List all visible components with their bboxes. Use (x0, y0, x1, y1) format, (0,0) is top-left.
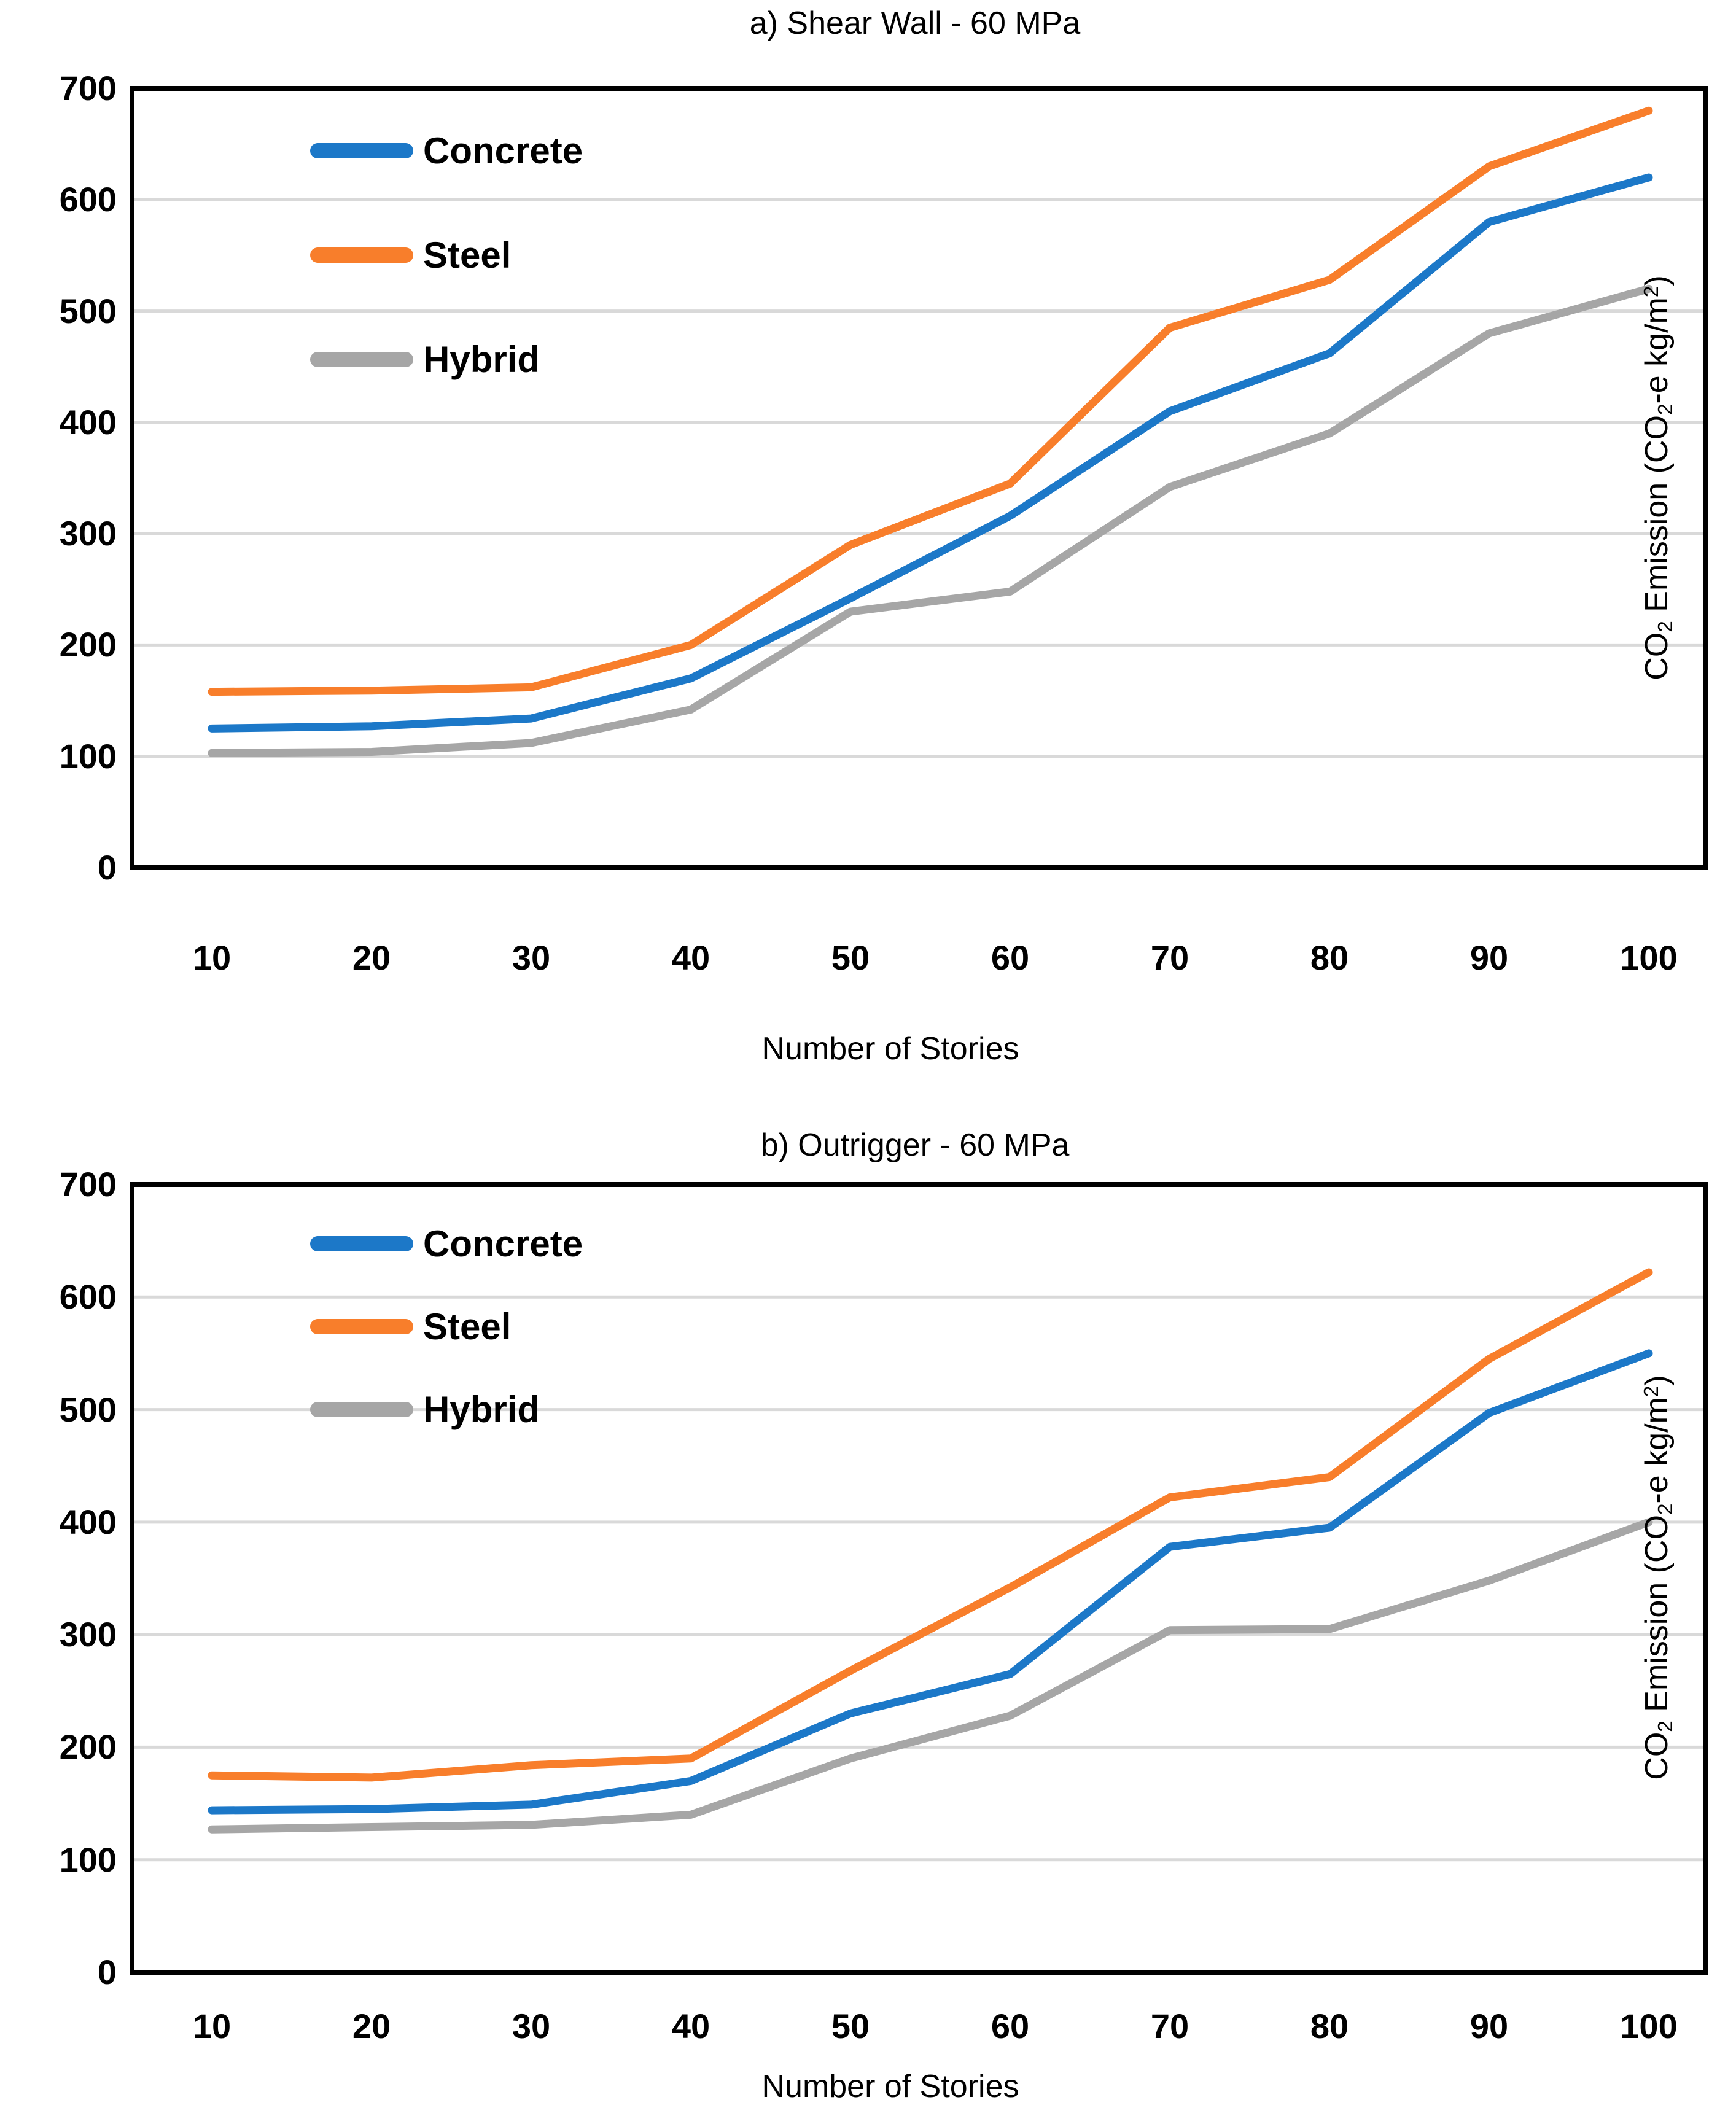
y-tick-label: 400 (59, 1502, 117, 1541)
chart-a-shear-wall: a) Shear Wall - 60 MPa 0 100 200 300 400 500 6… (59, 6, 1708, 1067)
legend-label: Steel (423, 234, 512, 276)
y-axis-title: CO2 Emission (CO2-e kg/m2) (1638, 275, 1678, 680)
x-axis-title: Number of Stories (761, 2069, 1019, 2104)
x-tick-label: 20 (352, 2007, 391, 2045)
x-tick-label: 30 (512, 938, 551, 977)
y-tick-label: 700 (59, 1165, 117, 1204)
y-tick-label: 700 (59, 69, 117, 107)
series-line-hybrid (208, 1518, 1653, 1834)
x-tick-label: 10 (192, 938, 232, 977)
x-tick-label: 90 (1469, 938, 1509, 977)
y-tick-label: 0 (97, 1953, 117, 1991)
y-tick-label: 300 (59, 514, 117, 553)
legend-label: Concrete (423, 130, 583, 171)
x-tick-label: 70 (1150, 2007, 1189, 2045)
plot-border (130, 86, 1708, 870)
legend-item-hybrid: Hybrid (310, 1388, 540, 1430)
chart-title: b) Outrigger - 60 MPa (760, 1127, 1070, 1163)
x-tick-label: 80 (1310, 2007, 1349, 2045)
x-tick-label: 90 (1469, 2007, 1509, 2045)
y-tick-label: 100 (59, 1840, 117, 1879)
legend-swatch-concrete (310, 1235, 413, 1251)
legend-swatch-concrete (310, 142, 413, 158)
plot-area (130, 1182, 1708, 1975)
y-tick-label: 500 (59, 291, 117, 330)
legend-label: Hybrid (423, 338, 540, 380)
series-line-steel (208, 106, 1653, 696)
legend-label: Concrete (423, 1223, 583, 1264)
series-line-concrete (208, 173, 1653, 733)
x-tick-label: 100 (1620, 938, 1678, 977)
y-tick-label: 600 (59, 180, 117, 219)
legend-swatch-hybrid (310, 1401, 413, 1417)
plot-border (130, 1182, 1708, 1975)
legend-item-steel: Steel (310, 1305, 512, 1347)
y-axis-title: CO2 Emission (CO2-e kg/m2) (1638, 1375, 1678, 1780)
legend-swatch-steel (310, 247, 413, 263)
x-tick-label: 70 (1150, 938, 1189, 977)
x-tick-label: 50 (831, 938, 870, 977)
y-tick-label: 600 (59, 1277, 117, 1317)
legend-swatch-steel (310, 1318, 413, 1334)
legend-swatch-hybrid (310, 351, 413, 367)
plot-area (130, 86, 1708, 870)
y-tick-label: 100 (59, 736, 117, 776)
x-tick-label: 80 (1310, 938, 1349, 977)
chart-b-outrigger: b) Outrigger - 60 MPa 0 100 200 300 400 500 60… (0, 1058, 1736, 2116)
y-tick-label: 200 (59, 1727, 117, 1767)
series-line-concrete (208, 1349, 1653, 1815)
x-tick-label: 60 (991, 938, 1030, 977)
x-axis-title: Number of Stories (761, 1031, 1019, 1067)
x-tick-label: 40 (671, 938, 710, 977)
series-line-hybrid (208, 284, 1653, 757)
y-tick-label: 400 (59, 402, 117, 441)
y-tick-label: 0 (97, 848, 117, 887)
x-tick-label: 50 (831, 2007, 870, 2045)
x-tick-label: 100 (1620, 2007, 1678, 2045)
legend-label: Hybrid (423, 1388, 540, 1430)
y-tick-label: 300 (59, 1615, 117, 1654)
chart-title: a) Shear Wall - 60 MPa (749, 6, 1081, 41)
series-line-steel (208, 1268, 1653, 1782)
x-tick-label: 30 (512, 2007, 551, 2045)
legend-item-steel: Steel (310, 234, 512, 276)
y-tick-label: 500 (59, 1390, 117, 1429)
legend-item-concrete: Concrete (310, 1223, 583, 1264)
y-tick-label: 200 (59, 625, 117, 664)
x-tick-label: 20 (352, 938, 391, 977)
legend-label: Steel (423, 1305, 512, 1347)
legend-item-concrete: Concrete (310, 130, 583, 171)
x-tick-label: 60 (991, 2007, 1030, 2045)
x-tick-label: 40 (671, 2007, 710, 2045)
x-tick-label: 10 (192, 2007, 232, 2045)
legend-item-hybrid: Hybrid (310, 338, 540, 380)
